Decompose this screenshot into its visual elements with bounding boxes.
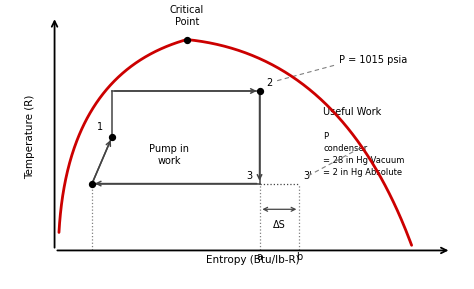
Text: P = 1015 psia: P = 1015 psia [339, 55, 407, 65]
Point [256, 89, 264, 93]
Point [108, 135, 116, 140]
Text: b: b [296, 252, 302, 262]
Point [183, 37, 191, 42]
Text: Temperature (R): Temperature (R) [25, 95, 35, 179]
Text: 1: 1 [97, 122, 103, 132]
Text: Pump in
work: Pump in work [149, 144, 189, 166]
Text: a: a [256, 252, 263, 262]
Text: 3': 3' [304, 171, 312, 181]
Text: Entropy (Btu/lb-R): Entropy (Btu/lb-R) [206, 255, 300, 265]
Point [88, 181, 96, 186]
Text: Critical
Point: Critical Point [170, 5, 204, 27]
Text: ΔS: ΔS [273, 220, 286, 229]
Text: 2: 2 [266, 78, 273, 88]
Text: 3: 3 [247, 171, 253, 181]
Text: P
condenser
= 28 in Hg Vacuum
= 2 in Hg Absolute: P condenser = 28 in Hg Vacuum = 2 in Hg … [323, 132, 405, 177]
Text: Useful Work: Useful Work [323, 107, 382, 116]
